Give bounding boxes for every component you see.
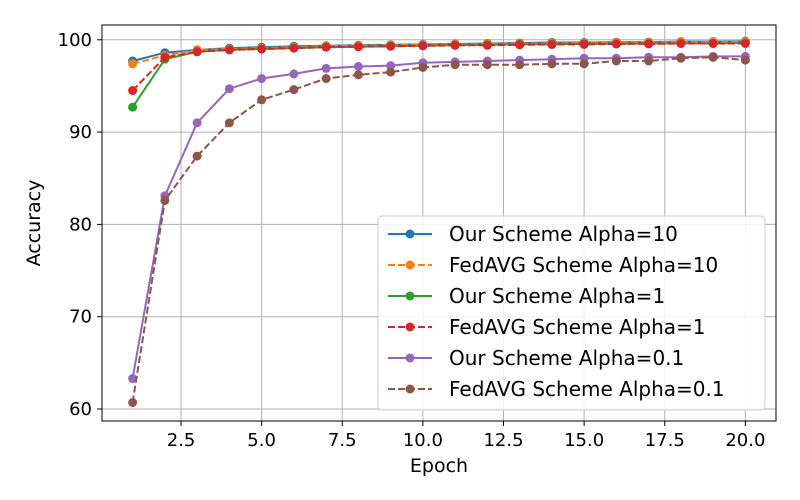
data-point [321, 42, 331, 52]
data-point [128, 398, 138, 408]
data-point [289, 85, 299, 95]
data-point [257, 74, 267, 84]
legend-item: Our Scheme Alpha=1 [388, 284, 665, 308]
y-axis-label: Accuracy [23, 180, 45, 267]
series-3 [128, 38, 750, 96]
data-point [740, 55, 750, 65]
x-tick-label: 20.0 [725, 430, 765, 451]
data-point [321, 63, 331, 73]
legend-item: FedAVG Scheme Alpha=1 [388, 315, 706, 339]
legend-item: Our Scheme Alpha=10 [388, 222, 678, 246]
data-point [515, 40, 525, 50]
data-point [644, 56, 654, 66]
data-point [386, 61, 396, 71]
data-point [353, 70, 363, 80]
legend-marker [405, 322, 415, 332]
legend-label: FedAVG Scheme Alpha=10 [449, 253, 718, 277]
data-point [128, 86, 138, 96]
data-point [644, 39, 654, 49]
x-tick-label: 17.5 [645, 430, 685, 451]
data-point [515, 60, 525, 70]
data-point [676, 38, 686, 48]
legend-marker [405, 229, 415, 239]
y-tick-label: 60 [69, 399, 92, 420]
legend-label: Our Scheme Alpha=1 [449, 284, 665, 308]
data-point [547, 59, 557, 69]
x-tick-label: 2.5 [167, 430, 196, 451]
legend-marker [405, 260, 415, 270]
y-tick-label: 90 [69, 122, 92, 143]
series-layer [128, 36, 750, 408]
data-point [482, 60, 492, 70]
data-point [418, 62, 428, 72]
data-point [224, 118, 234, 128]
legend-label: FedAVG Scheme Alpha=1 [449, 315, 706, 339]
data-point [289, 43, 299, 53]
data-point [192, 47, 202, 57]
x-axis-ticks: 2.5 5.0 7.5 10.0 12.5 15.0 17.5 20.0 [167, 421, 765, 451]
data-point [289, 69, 299, 79]
legend-item: FedAVG Scheme Alpha=0.1 [388, 377, 725, 401]
y-tick-label: 70 [69, 307, 92, 328]
data-point [450, 40, 460, 50]
data-point [482, 40, 492, 50]
data-point [353, 62, 363, 72]
data-point [257, 95, 267, 105]
data-point [257, 44, 267, 54]
series-line [131, 56, 746, 403]
data-point [128, 374, 138, 384]
legend-label: FedAVG Scheme Alpha=0.1 [449, 377, 725, 401]
x-tick-label: 10.0 [403, 430, 443, 451]
data-point [547, 39, 557, 49]
data-point [579, 39, 589, 49]
data-point [708, 38, 718, 48]
x-tick-label: 7.5 [328, 430, 357, 451]
data-point [708, 52, 718, 62]
y-tick-label: 80 [69, 214, 92, 235]
legend-marker [405, 384, 415, 394]
data-point [450, 60, 460, 70]
legend-label: Our Scheme Alpha=10 [449, 222, 678, 246]
series-line [131, 42, 746, 108]
series-1 [128, 37, 750, 69]
data-point [611, 39, 621, 49]
data-point [192, 151, 202, 161]
y-tick-label: 100 [58, 30, 92, 51]
x-axis-label: Epoch [410, 455, 468, 477]
data-point [676, 53, 686, 63]
legend-box [377, 215, 766, 411]
legend-item: FedAVG Scheme Alpha=10 [388, 253, 718, 277]
plot-frame [101, 24, 777, 422]
data-point [579, 59, 589, 69]
data-point [192, 118, 202, 128]
series-line [131, 42, 746, 92]
x-tick-label: 5.0 [247, 430, 276, 451]
data-point [160, 195, 170, 205]
legend: Our Scheme Alpha=10 FedAVG Scheme Alpha=1… [377, 215, 766, 411]
legend-label: Our Scheme Alpha=0.1 [449, 346, 684, 370]
series-line [131, 55, 746, 379]
legend-marker [405, 291, 415, 301]
x-tick-label: 12.5 [483, 430, 523, 451]
data-point [160, 52, 170, 62]
data-point [353, 42, 363, 52]
data-point [128, 59, 138, 69]
data-point [740, 38, 750, 48]
series-5 [128, 52, 750, 408]
legend-marker [405, 353, 415, 363]
data-point [321, 74, 331, 84]
data-point [418, 41, 428, 51]
y-axis-ticks: 60 70 80 90 100 [58, 30, 102, 420]
data-point [386, 41, 396, 51]
legend-item: Our Scheme Alpha=0.1 [388, 346, 684, 370]
x-tick-label: 15.0 [564, 430, 604, 451]
data-point [611, 56, 621, 66]
data-point [128, 102, 138, 112]
data-point [224, 84, 234, 94]
data-point [386, 67, 396, 77]
data-point [224, 45, 234, 55]
